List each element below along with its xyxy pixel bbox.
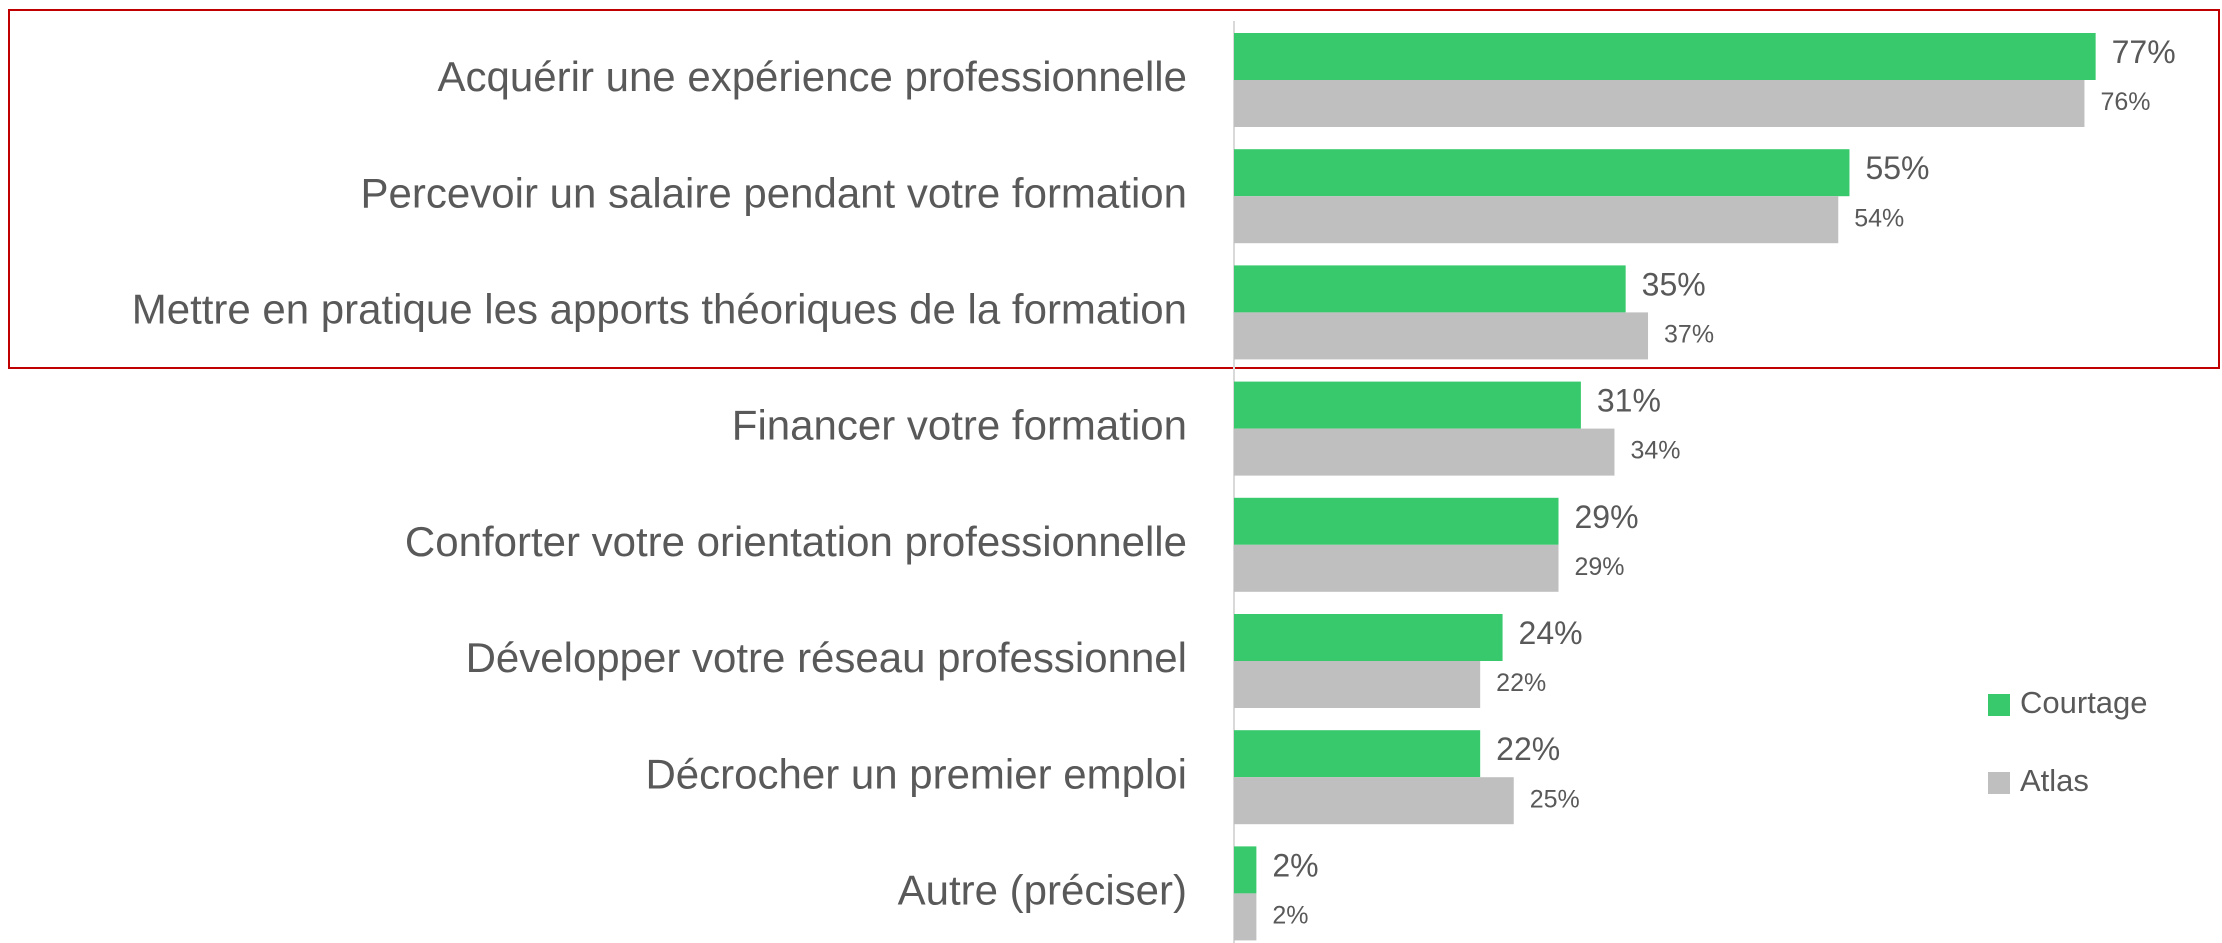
bar <box>1234 428 1615 476</box>
category-label: Autre (préciser) <box>898 866 1187 913</box>
bar <box>1234 730 1481 778</box>
bar <box>1234 312 1649 360</box>
bar <box>1234 893 1257 941</box>
value-label: 25% <box>1530 785 1580 813</box>
bar <box>1234 661 1481 708</box>
value-label: 55% <box>1865 150 1929 186</box>
category-label: Développer votre réseau professionnel <box>466 634 1187 681</box>
category-label: Mettre en pratique les apports théorique… <box>132 285 1187 332</box>
bar <box>1234 149 1850 197</box>
value-label: 24% <box>1519 615 1583 651</box>
value-label: 76% <box>2100 88 2150 116</box>
highlight-box <box>8 9 2220 369</box>
bar <box>1234 777 1514 825</box>
value-label: 35% <box>1642 266 1706 302</box>
legend-label: Courtage <box>2020 685 2148 720</box>
value-label: 22% <box>1496 731 1560 767</box>
bar <box>1234 846 1257 894</box>
value-label: 29% <box>1575 499 1639 535</box>
value-label: 22% <box>1496 669 1546 697</box>
bar <box>1234 614 1503 661</box>
legend-swatch <box>1988 772 2010 794</box>
category-label: Conforter votre orientation professionne… <box>405 518 1187 565</box>
bar <box>1234 381 1581 429</box>
legend-swatch <box>1988 694 2010 716</box>
legend-label: Atlas <box>2020 763 2089 798</box>
bar <box>1234 196 1839 244</box>
category-label: Financer votre formation <box>732 402 1187 449</box>
bar <box>1234 544 1559 592</box>
value-label: 2% <box>1272 902 1308 930</box>
value-label: 31% <box>1597 383 1661 419</box>
bar <box>1234 497 1559 545</box>
category-label: Décrocher un premier emploi <box>645 750 1187 797</box>
value-label: 77% <box>2112 34 2176 70</box>
category-label: Percevoir un salaire pendant votre forma… <box>361 169 1187 216</box>
value-label: 29% <box>1575 553 1625 581</box>
value-label: 2% <box>1272 847 1318 883</box>
value-label: 37% <box>1664 321 1714 349</box>
value-label: 34% <box>1630 437 1680 465</box>
bar <box>1234 265 1626 313</box>
bar <box>1234 33 2096 80</box>
value-label: 54% <box>1854 204 1904 232</box>
bar <box>1234 80 2085 127</box>
category-label: Acquérir une expérience professionnelle <box>438 53 1187 100</box>
